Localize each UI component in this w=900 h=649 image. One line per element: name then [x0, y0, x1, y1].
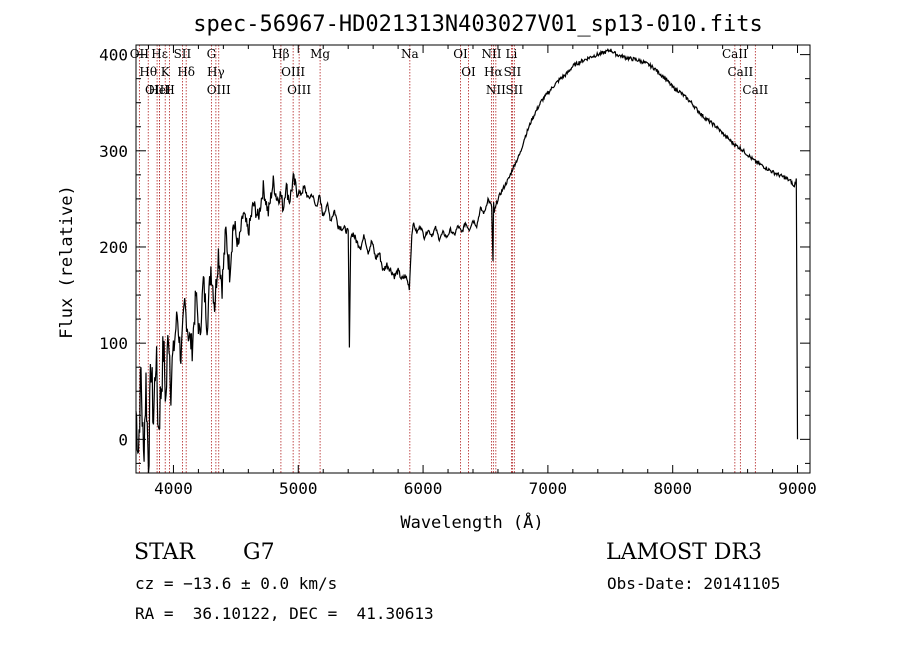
line-label: CaII — [742, 83, 768, 97]
x-tick-label: 4000 — [154, 479, 193, 498]
line-label: SII — [174, 47, 192, 61]
line-label: SII — [505, 83, 523, 97]
axes: 4000 5000 6000 7000 8000 9000 0 100 200 300 400 — [99, 45, 817, 498]
y-tick-label: 100 — [99, 334, 128, 353]
x-tick-label: 5000 — [279, 479, 318, 498]
line-label: CaII — [727, 65, 753, 79]
line-label: OIII — [281, 65, 305, 79]
line-label: HeI — [148, 83, 171, 97]
line-label: Hθ — [139, 65, 157, 79]
x-tick-label: 6000 — [404, 479, 443, 498]
x-axis-label: Wavelength (Å) — [400, 511, 543, 533]
object-subclass: G7 — [243, 540, 275, 565]
line-label: G — [207, 47, 217, 61]
line-label: Hε — [151, 47, 168, 61]
line-label: OII — [130, 47, 150, 61]
redshift-text: cz = −13.6 ± 0.0 km/s — [135, 574, 338, 593]
line-label: Hδ — [177, 65, 195, 79]
radec-text: RA = 36.10122, DEC = 41.30613 — [135, 604, 434, 623]
line-label: Li — [506, 47, 518, 61]
survey-label: LAMOST DR3 — [606, 540, 762, 565]
line-label: H — [164, 83, 174, 97]
x-tick-label: 9000 — [778, 479, 817, 498]
x-tick-label: 8000 — [653, 479, 692, 498]
obs-date-text: Obs-Date: 20141105 — [607, 574, 781, 593]
line-label: OIII — [207, 83, 231, 97]
line-label: Mg — [310, 47, 330, 61]
y-tick-label: 0 — [118, 430, 128, 449]
x-tick-label: 7000 — [529, 479, 568, 498]
line-label: SII — [504, 65, 522, 79]
line-markers — [138, 45, 756, 473]
line-label: Hα — [484, 65, 503, 79]
y-tick-label: 200 — [99, 238, 128, 257]
plot-frame — [135, 44, 811, 474]
line-label: OI — [453, 47, 468, 61]
line-label: Hβ — [272, 47, 289, 61]
y-tick-label: 400 — [99, 46, 128, 65]
object-class: STAR — [134, 540, 195, 565]
line-label: NII — [481, 47, 501, 61]
line-label: Hγ — [207, 65, 225, 79]
line-label: K — [161, 65, 171, 79]
flux-line — [135, 47, 799, 474]
line-label: CaII — [722, 47, 748, 61]
line-label: OIII — [287, 83, 311, 97]
chart-title: spec-56967-HD021313N403027V01_sp13-010.f… — [193, 12, 763, 37]
line-label: OIII — [145, 83, 169, 97]
y-tick-label: 300 — [99, 142, 128, 161]
line-label: NII — [486, 83, 506, 97]
line-label: Na — [401, 47, 419, 61]
line-label: OI — [461, 65, 476, 79]
y-axis-label: Flux (relative) — [57, 185, 77, 339]
line-labels: OII Hθ OIII Hε HeI KH SII Hδ G Hγ OIII Hβ OIII OIII Mg… — [130, 47, 769, 97]
